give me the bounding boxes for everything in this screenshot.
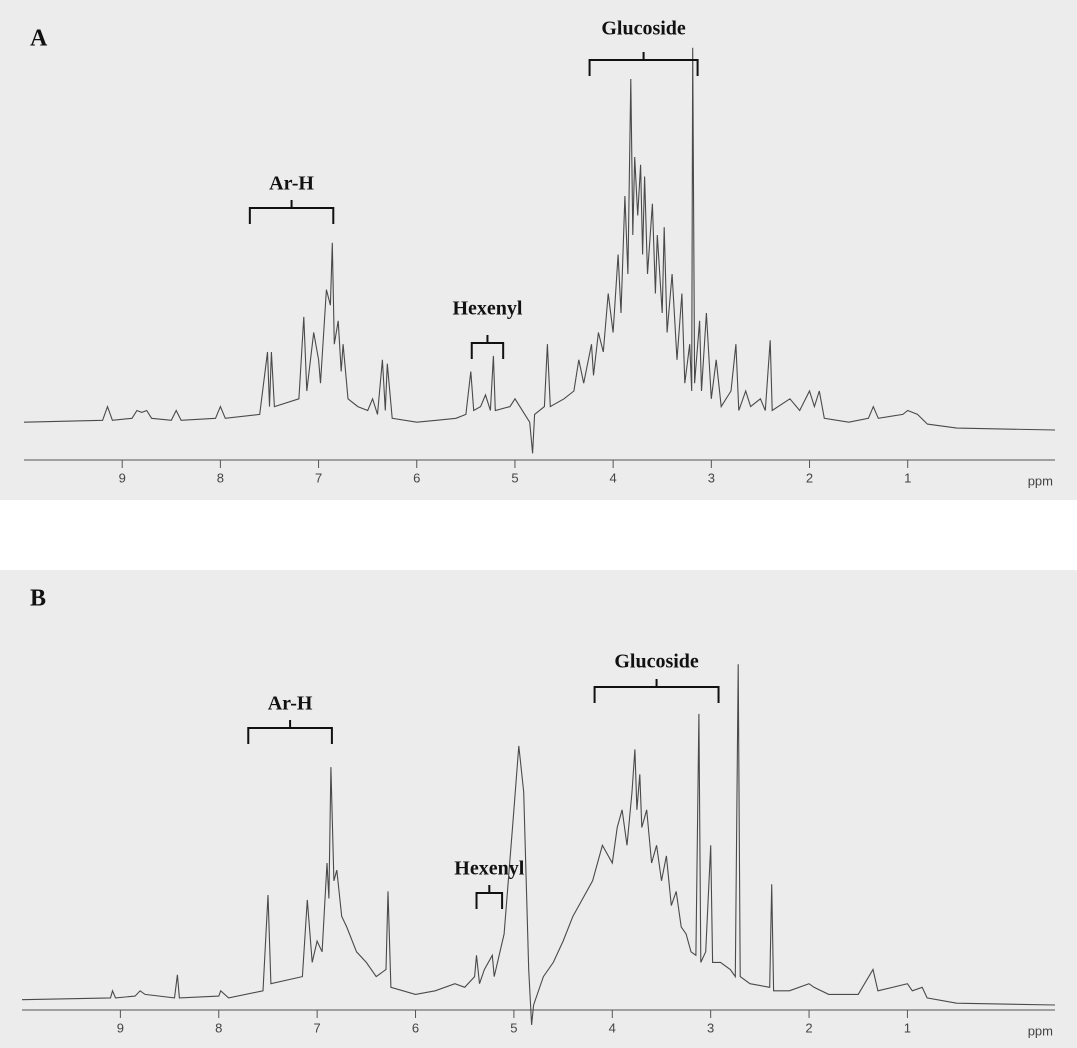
- annotation-label: Hexenyl: [452, 298, 522, 320]
- x-tick-label: 3: [708, 470, 715, 485]
- bracket: [588, 52, 699, 76]
- panel-bg: [0, 570, 1077, 1048]
- x-tick-label: 1: [904, 470, 911, 485]
- x-tick-label: 5: [511, 470, 518, 485]
- bracket: [593, 679, 720, 703]
- x-tick-label: 2: [806, 470, 813, 485]
- x-tick-label: 6: [413, 470, 420, 485]
- panel-bg: [0, 0, 1077, 500]
- annotation-label: Glucoside: [601, 18, 686, 40]
- bracket: [475, 885, 504, 909]
- x-axis-label: ppm: [1028, 473, 1053, 488]
- annotation-label: Ar-H: [269, 173, 314, 195]
- x-tick-label: 6: [412, 1020, 419, 1035]
- x-tick-label: 3: [707, 1020, 714, 1035]
- x-tick-label: 1: [904, 1020, 911, 1035]
- x-tick-label: 7: [315, 470, 322, 485]
- x-tick-label: 9: [117, 1020, 124, 1035]
- x-tick-label: 5: [510, 1020, 517, 1035]
- x-tick-label: 8: [217, 470, 224, 485]
- bracket: [248, 200, 335, 224]
- x-tick-label: 4: [610, 470, 617, 485]
- x-tick-label: 4: [609, 1020, 616, 1035]
- x-axis-label: ppm: [1028, 1023, 1053, 1038]
- bracket: [470, 335, 505, 359]
- x-tick-label: 9: [119, 470, 126, 485]
- annotation-label: Hexenyl: [454, 858, 524, 880]
- x-tick-label: 8: [215, 1020, 222, 1035]
- bracket: [247, 720, 333, 744]
- spectrum-line: [21, 664, 1056, 1025]
- annotation-label: Glucoside: [614, 651, 699, 673]
- x-tick-label: 2: [805, 1020, 812, 1035]
- spectrum-line: [23, 47, 1056, 454]
- panel-title: A: [30, 26, 48, 52]
- x-tick-label: 7: [314, 1020, 321, 1035]
- annotation-label: Ar-H: [268, 693, 313, 715]
- panel-title: B: [30, 586, 46, 612]
